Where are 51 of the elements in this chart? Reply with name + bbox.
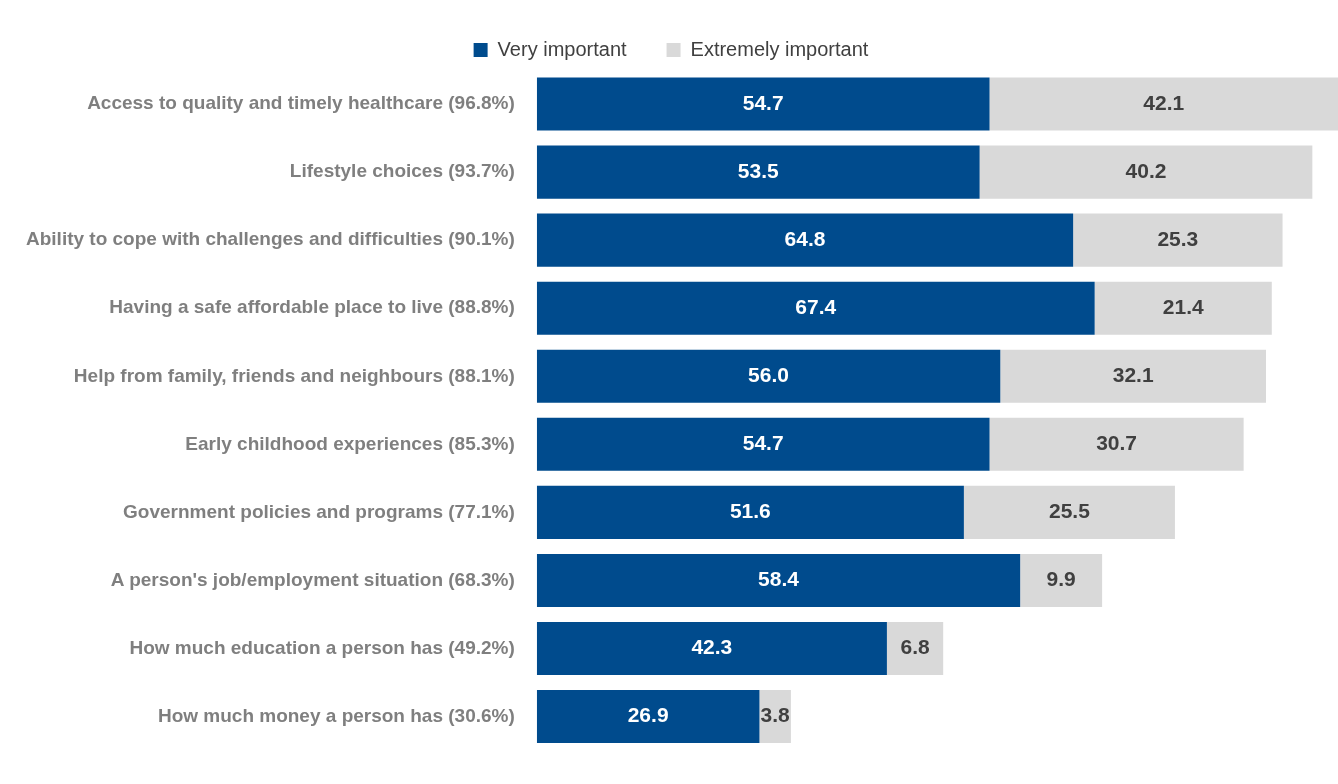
bar [886,621,944,676]
data-label: 25.3 [1157,226,1199,250]
data-label: 42.1 [1143,90,1185,114]
bar [1000,349,1266,403]
bar [536,621,887,676]
bar [536,417,990,471]
bar [989,77,1338,131]
bar [536,77,990,131]
data-label: 42.3 [691,635,733,659]
data-label: 3.8 [760,703,791,727]
bar [536,485,964,539]
data-label: 25.5 [1048,499,1091,523]
y-tick-label: Having a safe affordable place to live (88.8%) [109,296,515,318]
bar [963,485,1175,539]
legend-label: Extremely important [690,37,869,60]
bar [989,417,1244,471]
y-tick-label: How much money a person has (30.6%) [157,704,515,726]
y-tick-label: Access to quality and timely healthcare (96.8%) [87,92,515,114]
legend-label: Very important [497,37,627,60]
data-label: 6.8 [900,635,930,659]
data-label: 64.8 [784,226,826,250]
bar [536,213,1074,267]
y-tick-label: Government policies and programs (77.1%) [123,500,515,522]
bar [1073,213,1283,267]
data-label: 67.4 [795,295,837,319]
data-label: 40.2 [1125,158,1167,182]
y-tick-label: How much education a person has (49.2%) [129,636,515,658]
data-label: 54.7 [742,431,784,455]
y-tick-label: Ability to cope with challenges and difficulties (90.1%) [25,228,515,250]
y-tick-label: Help from family, friends and neighbours (88.1%) [73,364,515,386]
bar [536,281,1095,335]
bar [1020,553,1103,607]
data-label: 9.9 [1046,567,1076,591]
data-label: 21.4 [1162,295,1204,319]
bar [536,349,1001,403]
data-label: 58.4 [758,567,800,591]
data-label: 56.0 [748,363,789,387]
bar [536,145,980,199]
data-label: 26.9 [627,703,669,727]
bar [536,690,760,744]
bar [979,145,1313,199]
y-tick-label: Early childhood experiences (85.3%) [185,432,515,454]
y-tick-label: Lifestyle choices (93.7%) [289,160,515,182]
bar [1094,281,1272,335]
bar [536,553,1021,607]
data-label: 54.7 [742,90,784,114]
data-label: 51.6 [729,499,771,523]
data-label: 32.1 [1112,363,1154,387]
y-tick-label: A person's job/employment situation (68.3%) [110,568,515,590]
data-label: 30.7 [1096,431,1138,455]
data-label: 53.5 [737,158,779,182]
